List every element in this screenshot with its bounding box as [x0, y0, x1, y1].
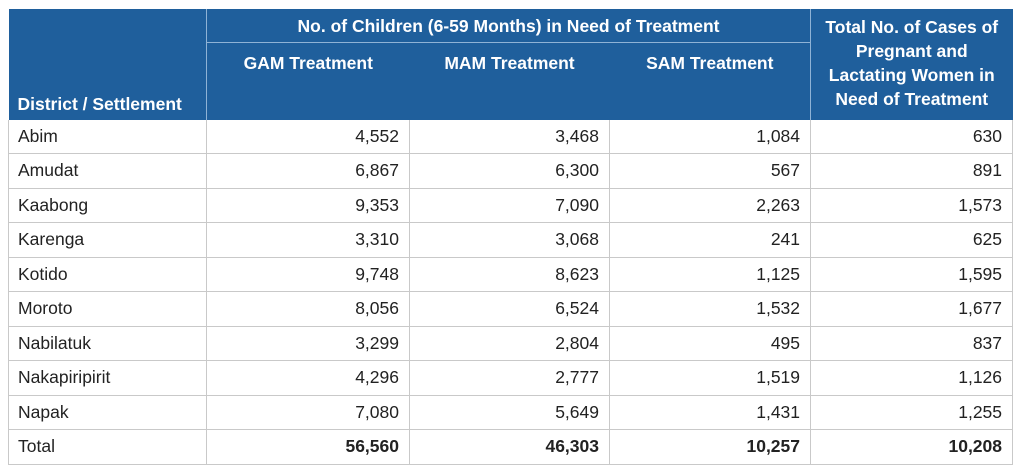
gam-cell: 9,353 — [206, 188, 410, 223]
sam-cell: 495 — [609, 326, 812, 361]
total-row: Total 56,560 46,303 10,257 10,208 — [8, 429, 1014, 465]
table-row: Kotido 9,748 8,623 1,125 1,595 — [8, 257, 1014, 292]
district-cell: Nakapiripirit — [8, 360, 207, 396]
district-column-header: District / Settlement — [8, 9, 207, 120]
district-cell: Amudat — [8, 153, 207, 189]
sam-cell: 2,263 — [609, 188, 812, 223]
mam-cell: 8,623 — [409, 257, 610, 292]
mam-cell: 3,068 — [409, 222, 610, 258]
gam-cell: 6,867 — [206, 153, 410, 189]
sam-cell: 241 — [609, 222, 812, 258]
sam-cell: 1,125 — [609, 257, 812, 292]
pw-cell: 837 — [810, 326, 1014, 361]
mam-cell: 3,468 — [409, 119, 610, 154]
treatment-table-container: District / Settlement No. of Children (6… — [8, 9, 1014, 465]
gam-cell: 8,056 — [206, 291, 410, 327]
pregnant-lactating-column-header: Total No. of Cases of Pregnant and Lacta… — [810, 9, 1013, 120]
district-cell: Kotido — [8, 257, 207, 292]
gam-cell: 3,299 — [206, 326, 410, 361]
sam-total-cell: 10,257 — [609, 429, 812, 465]
sam-cell: 1,519 — [609, 360, 812, 396]
mam-cell: 6,300 — [409, 153, 610, 189]
pw-cell: 891 — [810, 153, 1014, 189]
table-row: Abim 4,552 3,468 1,084 630 — [8, 119, 1014, 154]
table-row: Moroto 8,056 6,524 1,532 1,677 — [8, 291, 1014, 327]
pw-cell: 1,573 — [810, 188, 1014, 223]
gam-cell: 4,296 — [206, 360, 410, 396]
gam-column-header: GAM Treatment — [206, 42, 410, 120]
table-row: Amudat 6,867 6,300 567 891 — [8, 153, 1014, 189]
table-body: Abim 4,552 3,468 1,084 630 Amudat 6,867 … — [8, 119, 1014, 465]
mam-cell: 6,524 — [409, 291, 610, 327]
gam-cell: 9,748 — [206, 257, 410, 292]
mam-total-cell: 46,303 — [409, 429, 610, 465]
mam-cell: 2,804 — [409, 326, 610, 361]
pw-cell: 1,255 — [810, 395, 1014, 430]
gam-cell: 7,080 — [206, 395, 410, 430]
pw-cell: 1,677 — [810, 291, 1014, 327]
mam-cell: 7,090 — [409, 188, 610, 223]
mam-column-header: MAM Treatment — [409, 42, 610, 120]
table-row: Karenga 3,310 3,068 241 625 — [8, 222, 1014, 258]
district-cell: Kaabong — [8, 188, 207, 223]
table-row: Nabilatuk 3,299 2,804 495 837 — [8, 326, 1014, 361]
treatment-table: District / Settlement No. of Children (6… — [8, 9, 1014, 465]
sam-column-header: SAM Treatment — [609, 42, 811, 120]
mam-cell: 5,649 — [409, 395, 610, 430]
mam-cell: 2,777 — [409, 360, 610, 396]
pw-cell: 1,126 — [810, 360, 1014, 396]
gam-cell: 4,552 — [206, 119, 410, 154]
total-label-cell: Total — [8, 429, 207, 465]
table-row: Nakapiripirit 4,296 2,777 1,519 1,126 — [8, 360, 1014, 396]
pw-cell: 625 — [810, 222, 1014, 258]
gam-total-cell: 56,560 — [206, 429, 410, 465]
pw-cell: 630 — [810, 119, 1014, 154]
district-cell: Nabilatuk — [8, 326, 207, 361]
table-header: District / Settlement No. of Children (6… — [8, 9, 1013, 120]
pw-cell: 1,595 — [810, 257, 1014, 292]
children-group-header: No. of Children (6-59 Months) in Need of… — [206, 9, 811, 43]
table-row: Napak 7,080 5,649 1,431 1,255 — [8, 395, 1014, 430]
district-cell: Napak — [8, 395, 207, 430]
sam-cell: 1,532 — [609, 291, 812, 327]
district-cell: Moroto — [8, 291, 207, 327]
table-row: Kaabong 9,353 7,090 2,263 1,573 — [8, 188, 1014, 223]
sam-cell: 567 — [609, 153, 812, 189]
sam-cell: 1,431 — [609, 395, 812, 430]
district-cell: Karenga — [8, 222, 207, 258]
gam-cell: 3,310 — [206, 222, 410, 258]
sam-cell: 1,084 — [609, 119, 812, 154]
district-cell: Abim — [8, 119, 207, 154]
pw-total-cell: 10,208 — [810, 429, 1014, 465]
